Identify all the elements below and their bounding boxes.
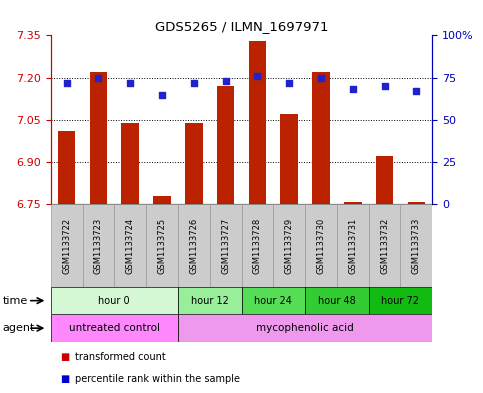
Point	[158, 91, 166, 97]
Bar	[305, 287, 369, 314]
Point	[254, 73, 261, 79]
Bar	[242, 204, 273, 287]
Bar	[153, 196, 171, 204]
Bar	[210, 204, 242, 287]
Text: GSM1133730: GSM1133730	[316, 217, 326, 274]
Text: GSM1133729: GSM1133729	[284, 218, 294, 274]
Bar	[217, 86, 234, 204]
Bar	[83, 204, 114, 287]
Bar	[51, 204, 83, 287]
Bar	[273, 204, 305, 287]
Bar	[58, 131, 75, 204]
Text: GSM1133732: GSM1133732	[380, 217, 389, 274]
Text: GSM1133727: GSM1133727	[221, 217, 230, 274]
Bar	[305, 204, 337, 287]
Bar	[369, 204, 400, 287]
Bar	[121, 123, 139, 204]
Text: hour 72: hour 72	[382, 296, 420, 306]
Bar	[178, 204, 210, 287]
Point	[63, 79, 71, 86]
Bar	[51, 287, 178, 314]
Text: untreated control: untreated control	[69, 323, 160, 333]
Point	[222, 78, 229, 84]
Bar	[344, 202, 362, 204]
Bar	[312, 72, 330, 204]
Text: GSM1133733: GSM1133733	[412, 217, 421, 274]
Text: GSM1133724: GSM1133724	[126, 218, 135, 274]
Text: mycophenolic acid: mycophenolic acid	[256, 323, 354, 333]
Bar	[249, 41, 266, 204]
Text: hour 0: hour 0	[99, 296, 130, 306]
Text: transformed count: transformed count	[75, 351, 166, 362]
Bar	[51, 314, 178, 342]
Point	[190, 79, 198, 86]
Point	[285, 79, 293, 86]
Point	[381, 83, 388, 89]
Title: GDS5265 / ILMN_1697971: GDS5265 / ILMN_1697971	[155, 20, 328, 33]
Text: time: time	[2, 296, 28, 306]
Bar	[408, 202, 425, 204]
Text: ■: ■	[60, 374, 70, 384]
Text: GSM1133731: GSM1133731	[348, 217, 357, 274]
Bar	[369, 287, 432, 314]
Text: GSM1133725: GSM1133725	[157, 218, 167, 274]
Bar	[337, 204, 369, 287]
Text: GSM1133728: GSM1133728	[253, 217, 262, 274]
Bar	[178, 314, 432, 342]
Text: hour 48: hour 48	[318, 296, 356, 306]
Bar	[376, 156, 393, 204]
Bar	[281, 114, 298, 204]
Point	[412, 88, 420, 94]
Text: ■: ■	[60, 351, 70, 362]
Bar	[185, 123, 202, 204]
Text: hour 12: hour 12	[191, 296, 228, 306]
Text: GSM1133722: GSM1133722	[62, 218, 71, 274]
Bar	[400, 204, 432, 287]
Point	[127, 79, 134, 86]
Bar	[242, 287, 305, 314]
Point	[349, 86, 356, 93]
Bar	[178, 287, 242, 314]
Point	[95, 75, 102, 81]
Text: agent: agent	[2, 323, 35, 333]
Text: GSM1133723: GSM1133723	[94, 217, 103, 274]
Text: GSM1133726: GSM1133726	[189, 217, 199, 274]
Bar	[90, 72, 107, 204]
Bar	[146, 204, 178, 287]
Bar	[114, 204, 146, 287]
Text: percentile rank within the sample: percentile rank within the sample	[75, 374, 240, 384]
Point	[317, 75, 325, 81]
Text: hour 24: hour 24	[255, 296, 292, 306]
